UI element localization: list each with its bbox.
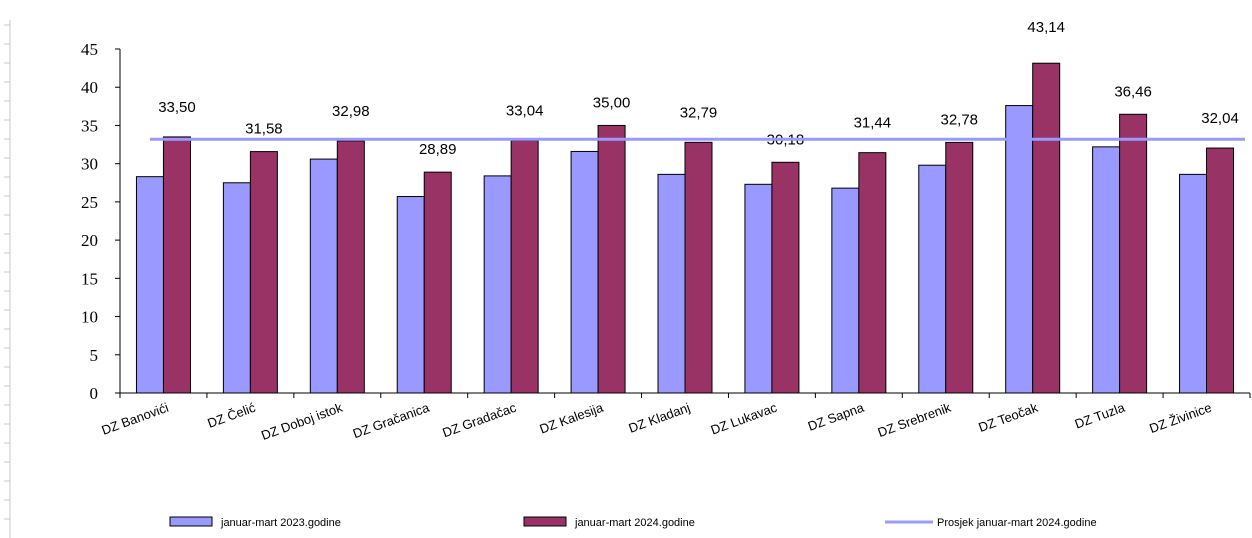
x-tick-label: DZ Čelić [205, 400, 257, 431]
bar-2023 [1179, 173, 1208, 394]
bar-2024 [249, 151, 278, 394]
bar-2024 [162, 136, 191, 394]
x-tick-label: DZ Kalesija [538, 399, 606, 436]
bar-2024 [597, 124, 626, 394]
y-tick-label: 20 [81, 231, 98, 250]
bar-2023 [309, 158, 338, 394]
y-tick-label: 25 [81, 193, 98, 212]
y-tick-label: 10 [81, 308, 98, 327]
bar-2024 [1032, 62, 1061, 394]
left-edge-ticks [4, 20, 11, 538]
data-label: 36,46 [1114, 83, 1152, 100]
bar-2024 [771, 161, 800, 394]
x-tick-label: DZ Gračanica [351, 399, 432, 441]
legend-swatch [169, 516, 213, 527]
legend-swatch [523, 516, 567, 527]
bar-2024 [1206, 147, 1235, 394]
bar-2023 [483, 175, 512, 394]
bar-2024 [423, 171, 452, 394]
data-label: 32,78 [940, 111, 978, 128]
bar-2024 [336, 140, 365, 394]
y-tick-label: 40 [81, 78, 98, 97]
x-tick-label: DZ Lukavac [709, 400, 780, 438]
x-tick-label: DZ Tuzla [1073, 399, 1128, 431]
bar-2023 [396, 196, 425, 394]
bar-2023 [570, 150, 599, 394]
legend: januar-mart 2023.godine januar-mart 2024.… [169, 516, 1097, 529]
data-label: 33,04 [506, 102, 544, 119]
bars [135, 62, 1235, 394]
y-tick-label: 0 [90, 384, 99, 403]
bar-2024 [684, 141, 713, 394]
x-tick-label: DZ Banovići [100, 400, 171, 438]
bar-2024 [510, 139, 539, 394]
x-tick-label: DZ Gradačac [440, 400, 518, 441]
x-tick-label: DZ Sapna [806, 399, 867, 433]
data-label: 28,89 [419, 141, 457, 158]
legend-label: januar-mart 2024.godine [574, 517, 695, 529]
x-tick-label: DZ Živinice [1147, 400, 1213, 436]
bar-2023 [744, 183, 773, 394]
bar-2023 [831, 187, 860, 394]
bar-2023 [1092, 146, 1121, 394]
data-label: 35,00 [593, 94, 631, 111]
legend-label: Prosjek januar-mart 2024.godine [937, 517, 1097, 529]
bar-2023 [657, 173, 686, 394]
data-label: 32,04 [1201, 110, 1239, 127]
x-tick-label: DZ Kladanj [626, 400, 692, 436]
y-tick-label: 15 [81, 269, 98, 288]
bar-2024 [945, 141, 974, 394]
data-label: 31,58 [245, 121, 283, 138]
y-tick-label: 5 [90, 346, 99, 365]
y-tick-label: 30 [81, 155, 98, 174]
bar-2023 [1005, 105, 1034, 394]
bar-2023 [918, 164, 947, 394]
data-label: 43,14 [1027, 19, 1065, 36]
y-tick-label: 35 [81, 116, 98, 135]
y-tick-label: 45 [81, 40, 98, 59]
x-tick-label: DZ Teočak [976, 400, 1040, 435]
legend-label: januar-mart 2023.godine [220, 517, 341, 529]
x-tick-label: DZ Doboj istok [259, 400, 345, 443]
bar-2024 [1119, 113, 1148, 394]
bar-2024 [858, 152, 887, 394]
data-label: 32,79 [680, 104, 718, 121]
x-tick-label: DZ Srebrenik [876, 400, 954, 440]
data-label: 33,50 [158, 99, 196, 116]
bar-2023 [135, 176, 164, 394]
data-label: 32,98 [332, 103, 370, 120]
data-label: 31,44 [854, 115, 892, 132]
bar-2023 [222, 182, 251, 394]
